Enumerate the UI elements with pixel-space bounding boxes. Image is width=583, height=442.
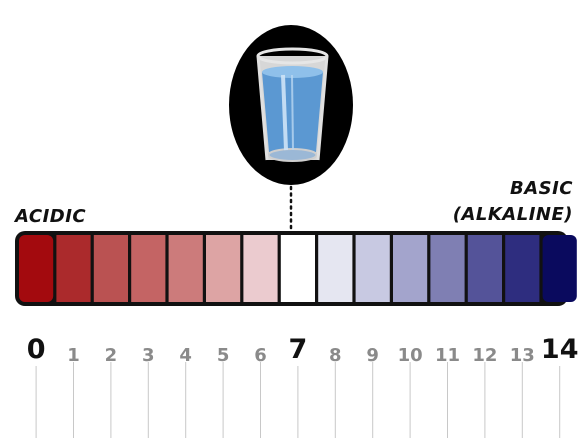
ph-number-4: 4 (179, 345, 192, 366)
ph-number-7: 7 (289, 334, 308, 365)
ph-cell-4 (168, 235, 203, 302)
ph-number-11: 11 (435, 345, 460, 366)
ph-number-9: 9 (366, 345, 379, 366)
ph-number-1: 1 (67, 345, 80, 366)
ph-cell-5 (206, 235, 241, 302)
ph-color-cells (19, 235, 577, 302)
ph-cell-8 (318, 235, 353, 302)
ph-number-6: 6 (254, 345, 267, 366)
ph-cell-6 (243, 235, 278, 302)
ph-number-14: 14 (541, 334, 579, 365)
ph-number-13: 13 (510, 345, 535, 366)
ph-cell-1 (56, 235, 91, 302)
ph-number-0: 0 (27, 334, 46, 365)
ph-cell-3 (131, 235, 166, 302)
ph-number-8: 8 (329, 345, 342, 366)
ph-cell-13 (505, 235, 540, 302)
basic-label: BASIC (ALKALINE) (453, 176, 573, 228)
ph-cell-2 (93, 235, 128, 302)
ph-cell-14 (542, 235, 577, 302)
ph-number-10: 10 (398, 345, 423, 366)
ph-number-labels: 0 1 2 3 4 5 6 7 8 9 10 11 12 13 14 (27, 334, 579, 366)
ph-number-2: 2 (105, 345, 118, 366)
ph-number-12: 12 (472, 345, 497, 366)
ph-cell-12 (467, 235, 502, 302)
tick-guide-lines (35, 362, 561, 438)
glass-of-water-icon (229, 25, 353, 185)
ph-cell-7 (280, 235, 315, 302)
basic-label-line1: BASIC (509, 178, 573, 199)
ph-number-5: 5 (217, 345, 230, 366)
ph-cell-10 (393, 235, 428, 302)
acidic-label: ACIDIC (15, 206, 87, 227)
basic-label-line2: (ALKALINE) (452, 204, 573, 225)
ph-cell-9 (355, 235, 390, 302)
ph-cell-0 (19, 235, 54, 302)
ph-cell-11 (430, 235, 465, 302)
ph-number-3: 3 (142, 345, 155, 366)
